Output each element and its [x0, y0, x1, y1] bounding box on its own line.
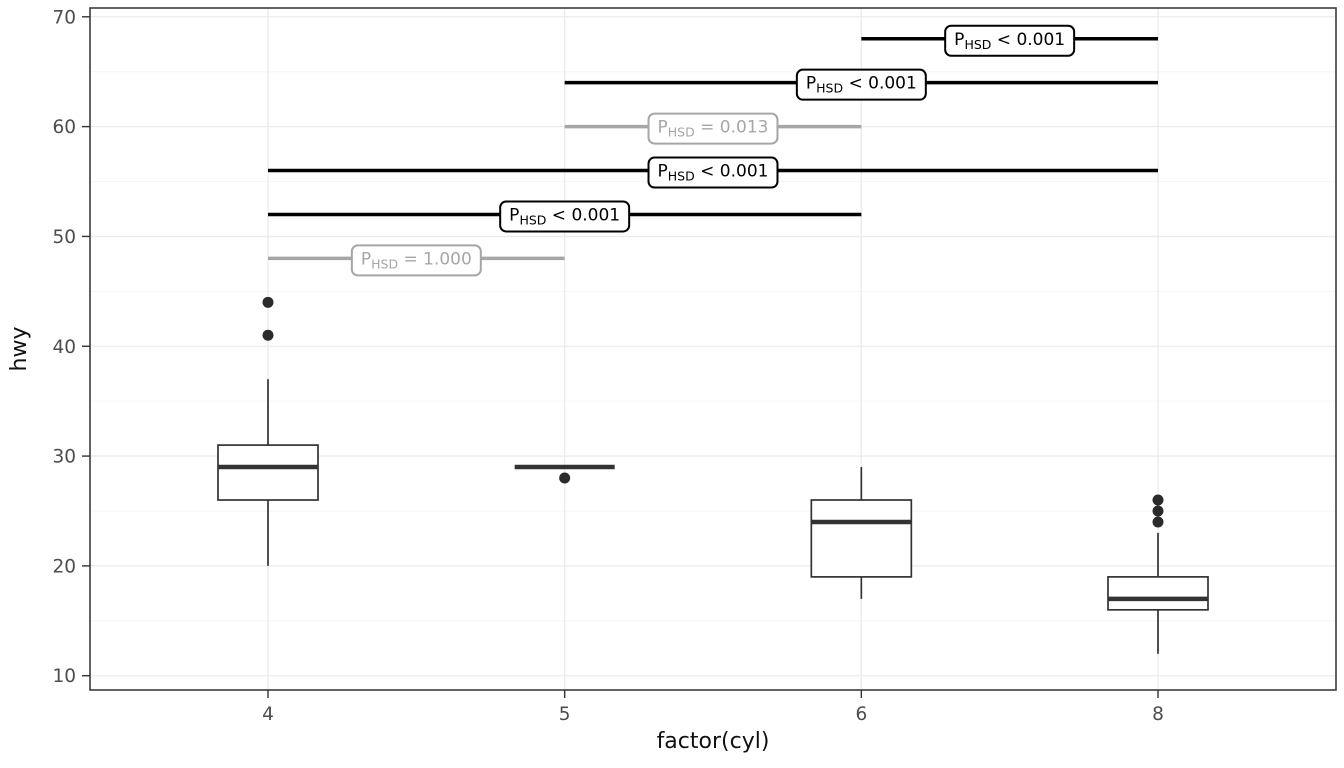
- plot-layers: PHSD = 1.000 PHSD < 0.001 PHSD < 0.001 PHSD…: [52, 7, 1337, 725]
- comparison-label-text: PHSD < 0.001: [806, 74, 917, 96]
- y-tick-label: 30: [52, 447, 76, 468]
- comparison-label-5-8: PHSD < 0.001: [795, 68, 927, 101]
- box: [1107, 576, 1209, 611]
- y-tick-label: 50: [52, 227, 76, 248]
- panel-border: [89, 7, 1337, 691]
- x-tick-label: 4: [262, 704, 274, 725]
- comparison-label-4-8: PHSD < 0.001: [647, 156, 779, 189]
- box: [217, 444, 319, 501]
- x-tick-label: 8: [1152, 704, 1164, 725]
- comparison-label-box: [944, 24, 1076, 57]
- x-tick-label: 5: [559, 704, 571, 725]
- comparison-label-box: [499, 200, 631, 233]
- comparison-label-box: [795, 68, 927, 101]
- y-axis-title: hwy: [7, 327, 32, 372]
- comparison-label-text: PHSD = 1.000: [361, 249, 472, 271]
- outlier-point: [1152, 494, 1164, 506]
- boxplot-cyl-5: [514, 464, 615, 484]
- comparison-label-text: PHSD < 0.001: [658, 162, 769, 184]
- y-tick-label: 20: [52, 556, 76, 577]
- y-tick-label: 60: [52, 117, 76, 138]
- outlier-point: [262, 296, 274, 308]
- boxplot-cyl-6: [810, 467, 913, 599]
- comparison-label-box: [647, 112, 779, 145]
- outlier-point: [262, 329, 274, 341]
- comparison-label-text: PHSD = 0.013: [658, 118, 769, 140]
- x-axis-title: factor(cyl): [657, 729, 770, 754]
- outlier-point: [1152, 516, 1164, 528]
- comparison-label-text: PHSD < 0.001: [954, 30, 1065, 52]
- comparison-label-5-6: PHSD = 0.013: [647, 112, 779, 145]
- box: [810, 499, 913, 578]
- comparison-label-6-8: PHSD < 0.001: [944, 24, 1076, 57]
- boxplot-cyl-4: [217, 296, 319, 566]
- comparison-label-4-6: PHSD < 0.001: [499, 200, 631, 233]
- outlier-point: [559, 472, 571, 484]
- y-tick-label: 40: [52, 337, 76, 358]
- y-tick-label: 10: [52, 666, 76, 687]
- x-tick-label: 6: [855, 704, 867, 725]
- comparison-label-box: [350, 244, 482, 277]
- comparison-label-box: [647, 156, 779, 189]
- outlier-point: [1152, 505, 1164, 517]
- boxplot-cyl-8: [1107, 494, 1209, 654]
- comparison-label-4-5: PHSD = 1.000: [350, 244, 482, 277]
- y-tick-label: 70: [52, 7, 76, 28]
- comparison-label-text: PHSD < 0.001: [509, 205, 620, 227]
